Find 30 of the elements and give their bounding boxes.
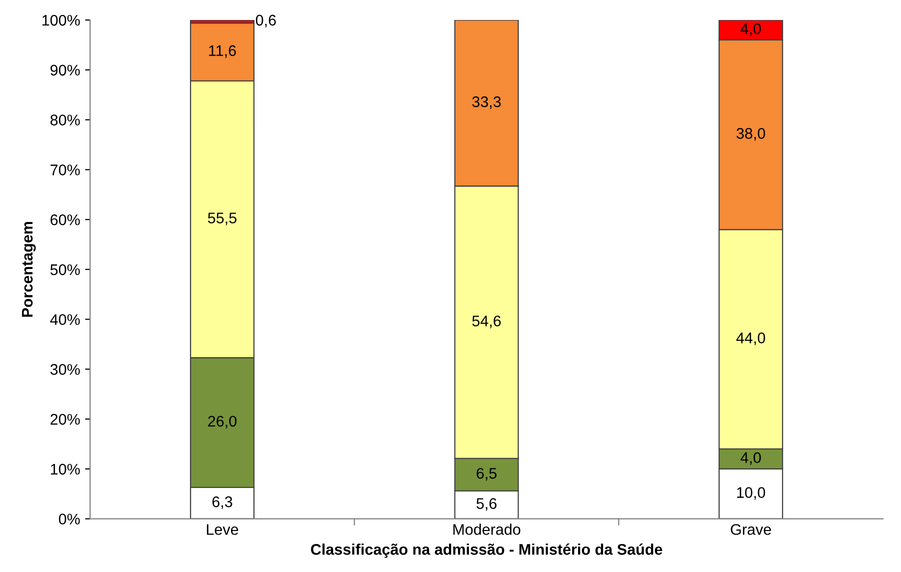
y-tick-label: 90% <box>50 64 80 76</box>
data-label: 11,6 <box>209 45 236 58</box>
x-tick-label: Leve <box>206 524 238 535</box>
y-tick-label: 10% <box>50 464 80 475</box>
x-tick-label: Moderado <box>453 524 520 535</box>
data-label: 55,5 <box>208 212 236 226</box>
data-label: 6,3 <box>212 496 232 509</box>
y-tick-label: 50% <box>50 264 80 276</box>
y-tick-label: 60% <box>50 214 80 226</box>
data-label: 54,6 <box>472 316 501 328</box>
y-tick-label: 30% <box>50 364 80 375</box>
y-tick-label: 100% <box>42 14 80 26</box>
data-label: 6,5 <box>476 468 497 481</box>
y-axis-title: Porcentagem <box>22 222 36 317</box>
data-label: 26,0 <box>208 416 237 428</box>
data-label: 38,0 <box>736 128 766 141</box>
data-label: 4,0 <box>740 452 761 465</box>
y-tick-label: 80% <box>50 114 80 126</box>
data-label: 0,6 <box>256 14 276 28</box>
data-label: 4,0 <box>740 23 761 36</box>
x-tick-label: Grave <box>730 524 771 535</box>
data-label: 44,0 <box>736 332 766 346</box>
y-tick-label: 20% <box>50 414 80 425</box>
y-tick-label: 0% <box>58 514 80 524</box>
data-label: 10,0 <box>737 487 766 500</box>
y-tick-label: 40% <box>50 314 80 325</box>
x-axis-title: Classificação na admissão - Ministério da Saúde <box>311 543 662 558</box>
y-tick-label: 70% <box>50 164 80 176</box>
data-label: 33,3 <box>472 96 501 109</box>
data-label: 5,6 <box>476 498 496 511</box>
